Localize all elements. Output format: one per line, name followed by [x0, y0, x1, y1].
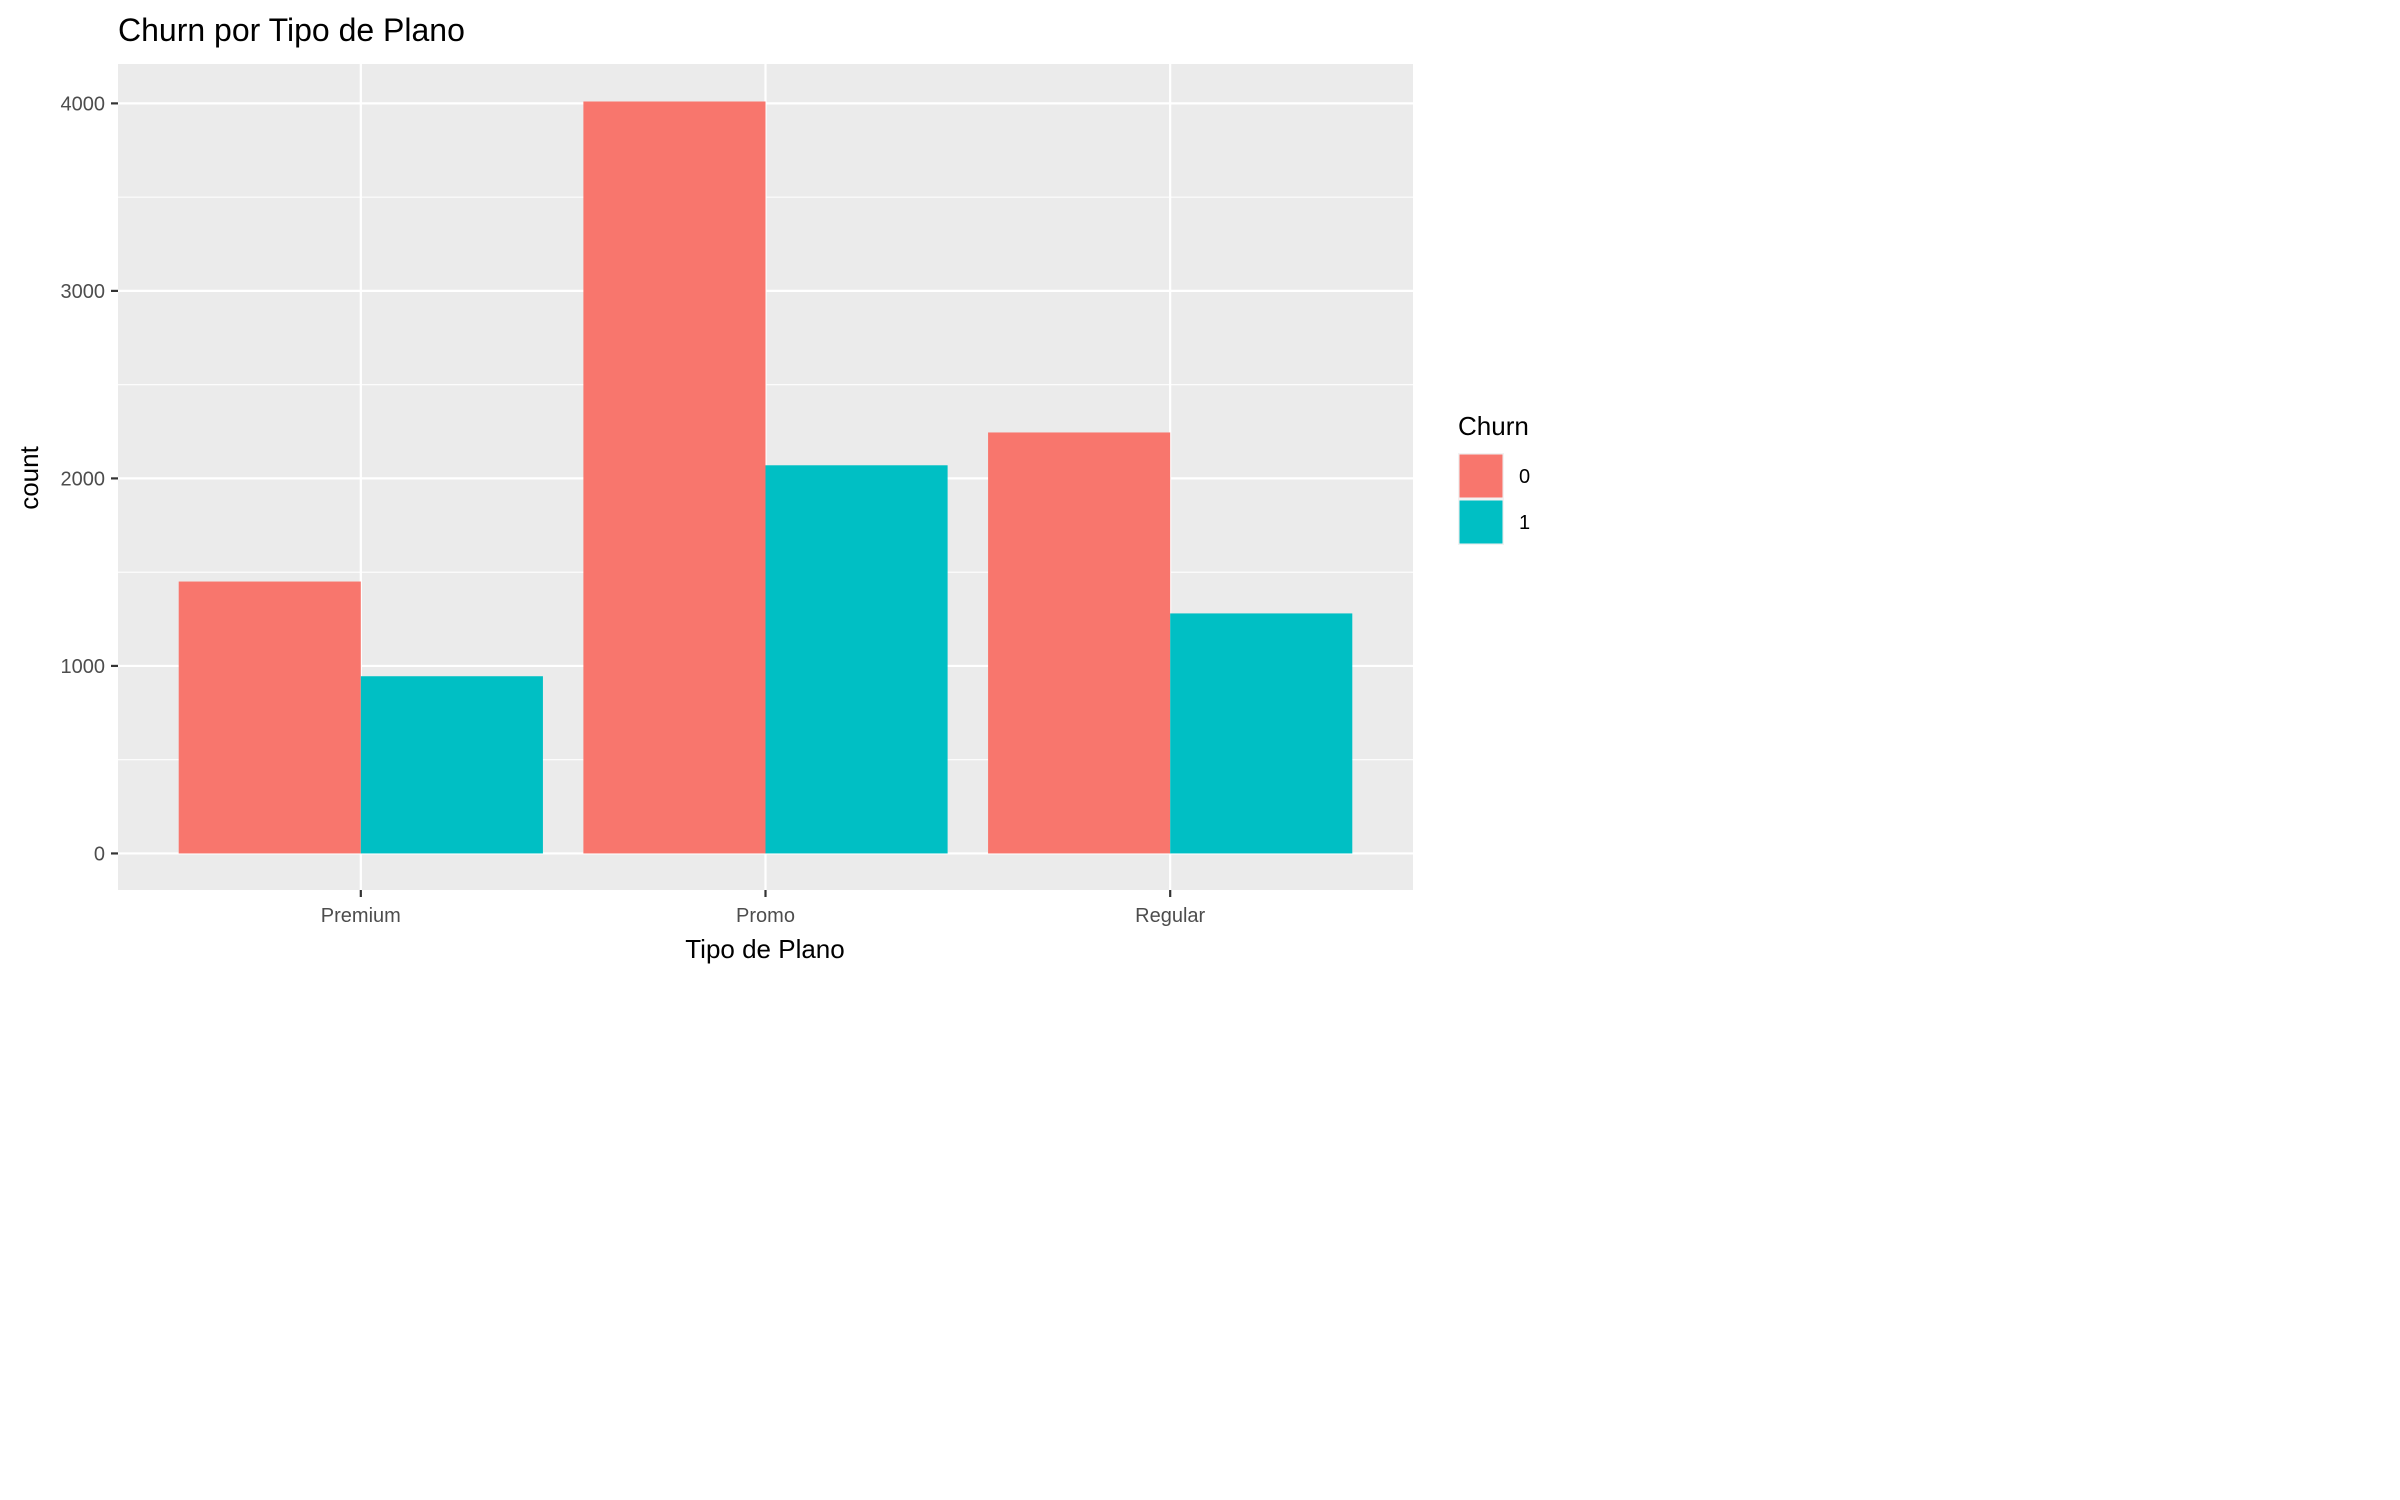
x-axis-title: Tipo de Plano	[685, 934, 844, 964]
y-tick-label: 1000	[61, 656, 106, 678]
x-tick-label: Premium	[321, 905, 401, 927]
legend: Churn 0 1	[1458, 411, 1530, 545]
bar-regular-churn-0	[988, 432, 1171, 854]
legend-title: Churn	[1458, 411, 1529, 441]
x-axis: Premium Promo Regular	[321, 890, 1206, 927]
bar-chart: Churn por Tipo de Plano 0 1000 2000 3000 400…	[14, 12, 1530, 964]
y-tick-label: 0	[94, 843, 105, 865]
legend-key-swatch	[1459, 454, 1503, 498]
bar-promo-churn-0	[583, 101, 766, 854]
legend-item-label: 0	[1519, 466, 1530, 488]
y-tick-label: 3000	[61, 281, 106, 303]
legend-item-label: 1	[1519, 512, 1530, 534]
y-tick-label: 2000	[61, 468, 106, 490]
y-tick-label: 4000	[61, 93, 106, 115]
bar-regular-churn-1	[1170, 613, 1353, 854]
chart-title: Churn por Tipo de Plano	[118, 12, 465, 48]
bars	[178, 101, 1353, 854]
x-tick-label: Regular	[1135, 905, 1205, 927]
bar-premium-churn-1	[360, 676, 543, 854]
y-axis-title: count	[14, 445, 44, 509]
x-tick-label: Promo	[736, 905, 795, 927]
bar-promo-churn-1	[765, 465, 948, 854]
y-axis: 0 1000 2000 3000 4000	[61, 93, 118, 865]
bar-premium-churn-0	[178, 581, 361, 854]
legend-key-swatch	[1459, 500, 1503, 544]
